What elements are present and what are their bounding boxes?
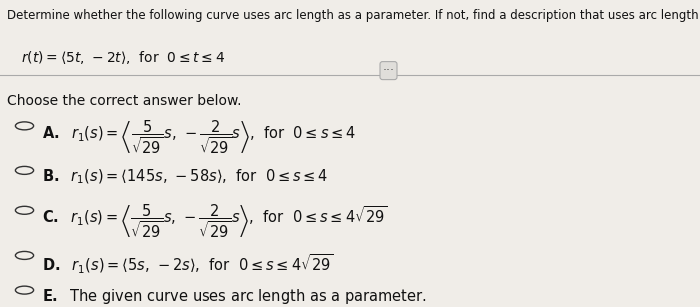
Text: $\mathbf{D.}$  $r_1(s) = \langle 5s,\,-2s \rangle$,  for  $0 \leq s \leq 4\sqrt{: $\mathbf{D.}$ $r_1(s) = \langle 5s,\,-2s… bbox=[42, 252, 333, 276]
Text: $\mathbf{E.}$  The given curve uses arc length as a parameter.: $\mathbf{E.}$ The given curve uses arc l… bbox=[42, 287, 426, 306]
Text: Determine whether the following curve uses arc length as a parameter. If not, fi: Determine whether the following curve us… bbox=[7, 9, 700, 22]
Text: ···: ··· bbox=[382, 64, 395, 77]
Text: $\mathbf{A.}$  $r_1(s) = \left\langle \dfrac{5}{\sqrt{29}}s,\,-\dfrac{2}{\sqrt{2: $\mathbf{A.}$ $r_1(s) = \left\langle \df… bbox=[42, 118, 356, 156]
Text: $\mathbf{B.}$  $r_1(s) = \langle 145s,\,-58s \rangle$,  for  $0 \leq s \leq 4$: $\mathbf{B.}$ $r_1(s) = \langle 145s,\,-… bbox=[42, 167, 328, 186]
Text: $r(t) = \langle 5t,\,-2t\rangle$,  for  $0 \leq t \leq 4$: $r(t) = \langle 5t,\,-2t\rangle$, for $0… bbox=[21, 49, 225, 66]
Text: $\mathbf{C.}$  $r_1(s) = \left\langle \dfrac{5}{\sqrt{29}}s,\,-\dfrac{2}{\sqrt{2: $\mathbf{C.}$ $r_1(s) = \left\langle \df… bbox=[42, 203, 387, 240]
Text: Choose the correct answer below.: Choose the correct answer below. bbox=[7, 94, 241, 108]
